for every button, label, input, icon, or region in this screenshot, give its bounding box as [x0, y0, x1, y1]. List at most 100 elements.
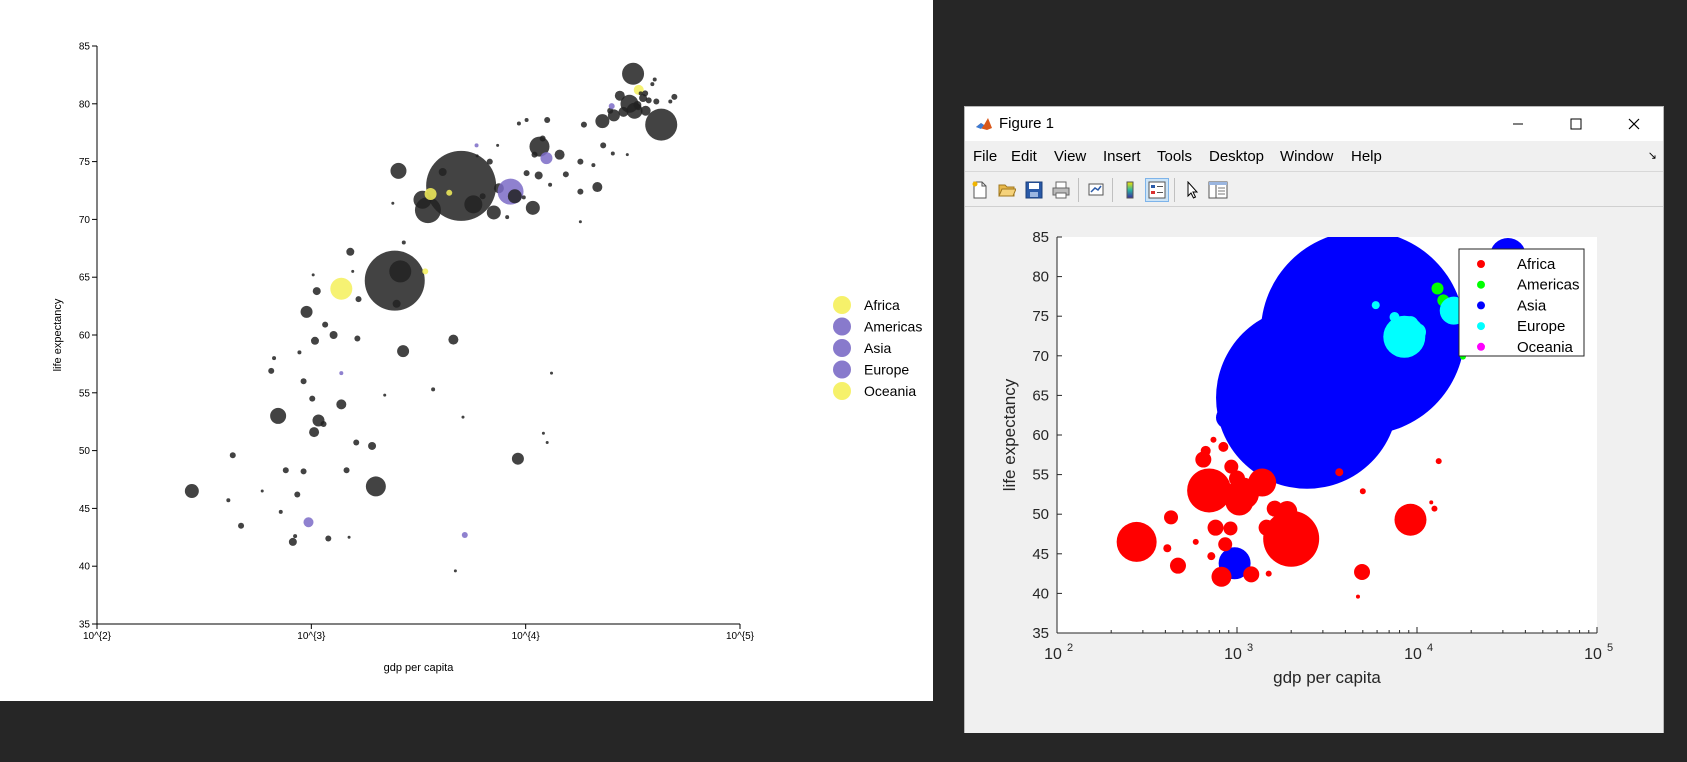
data-point — [389, 260, 412, 283]
insert-colorbar-icon[interactable] — [1118, 178, 1142, 202]
data-point — [351, 269, 355, 273]
data-point — [580, 121, 587, 128]
y-tick-label: 70 — [1032, 348, 1049, 365]
data-point — [343, 467, 350, 474]
title-bar[interactable]: Figure 1 — [965, 107, 1663, 141]
left-scatter-chart: 35 40 45 50 55 60 65 70 75 80 85 10^{2} 10^{3} 10^{4}… — [52, 42, 922, 675]
legend-marker — [1477, 342, 1485, 351]
menu-window[interactable]: Window — [1280, 148, 1334, 165]
data-point — [544, 116, 551, 123]
data-point — [534, 171, 543, 180]
toolbar-separator — [1174, 178, 1175, 202]
x-tick-label: 10 — [1224, 646, 1242, 663]
dock-arrow-icon[interactable]: ↘ — [1647, 150, 1657, 162]
data-point — [1260, 237, 1465, 435]
y-tick-label: 40 — [79, 562, 91, 573]
menu-insert[interactable]: Insert — [1103, 148, 1141, 165]
legend-swatch — [833, 317, 851, 336]
legend-marker — [1477, 322, 1485, 331]
data-point — [347, 535, 351, 539]
data-point — [548, 182, 553, 187]
data-point — [595, 114, 610, 129]
data-point — [668, 99, 673, 104]
data-point — [346, 247, 355, 256]
left-chart-panel: 35 40 45 50 55 60 65 70 75 80 85 10^{2} 10^{3} 10^{4}… — [0, 0, 933, 701]
data-point — [608, 103, 615, 110]
print-icon[interactable] — [1049, 178, 1073, 202]
y-tick-label: 70 — [79, 215, 91, 226]
data-point — [390, 162, 407, 179]
data-point — [355, 296, 362, 303]
data-point — [577, 158, 584, 165]
data-point — [1435, 458, 1442, 465]
minimize-button[interactable] — [1489, 107, 1547, 141]
y-tick-label: 75 — [1032, 308, 1049, 325]
x-tick-exponent: 2 — [1067, 642, 1073, 654]
data-point — [554, 149, 565, 160]
data-point — [268, 367, 275, 374]
menu-desktop[interactable]: Desktop — [1209, 148, 1265, 165]
data-point — [625, 153, 629, 157]
menu-view[interactable]: View — [1054, 148, 1087, 165]
data-point — [1211, 566, 1232, 587]
y-tick-label: 85 — [79, 42, 91, 53]
y-tick-label: 45 — [79, 504, 91, 515]
data-point — [521, 195, 526, 200]
data-point — [392, 299, 401, 308]
data-point — [309, 395, 316, 402]
data-point — [303, 517, 314, 528]
save-icon[interactable] — [1022, 178, 1046, 202]
menu-tools[interactable]: Tools — [1157, 148, 1193, 165]
close-button[interactable] — [1605, 107, 1663, 141]
x-tick-label: 10 — [1404, 646, 1422, 663]
data-point — [272, 356, 277, 361]
legend-label: Oceania — [864, 383, 916, 399]
data-point — [523, 170, 530, 177]
close-icon — [1628, 118, 1640, 130]
new-figure-icon[interactable] — [968, 178, 992, 202]
data-point — [1431, 505, 1438, 512]
data-point — [578, 220, 582, 224]
data-point — [300, 468, 307, 475]
data-point — [383, 393, 387, 397]
legend-swatch — [833, 382, 851, 400]
menu-file[interactable]: File — [973, 148, 998, 165]
y-tick-label: 35 — [1032, 625, 1049, 642]
figure-plot-area: 35 40 45 50 55 60 65 70 75 80 85 10 2 10 3 10 4 10 5 gdp pe… — [965, 207, 1663, 733]
data-point — [1187, 468, 1232, 513]
data-point — [339, 371, 344, 376]
menu-edit[interactable]: Edit — [1011, 148, 1037, 165]
data-point — [1355, 594, 1360, 599]
matlab-icon — [976, 118, 992, 130]
legend-label: Europe — [1517, 318, 1565, 335]
data-point — [1210, 436, 1217, 443]
data-point — [278, 509, 283, 514]
legend-swatch — [833, 360, 851, 379]
property-inspector-icon[interactable] — [1206, 178, 1230, 202]
data-point — [474, 143, 479, 148]
y-tick-label: 80 — [79, 99, 91, 110]
y-tick-label: 85 — [1032, 229, 1049, 246]
toolbar-separator — [1078, 178, 1079, 202]
data-point — [184, 484, 199, 499]
menu-help[interactable]: Help — [1351, 148, 1382, 165]
data-point — [293, 534, 298, 539]
y-axis-title: life expectancy — [52, 298, 64, 371]
edit-plot-icon[interactable] — [1180, 178, 1204, 202]
legend-swatch — [833, 339, 851, 357]
data-point — [650, 82, 655, 87]
data-point — [592, 182, 603, 193]
insert-legend-icon[interactable] — [1145, 178, 1169, 202]
data-point — [354, 335, 361, 342]
data-point — [645, 108, 678, 141]
link-plot-icon[interactable] — [1084, 178, 1108, 202]
x-tick-exponent: 5 — [1607, 642, 1613, 654]
data-point — [310, 336, 319, 345]
data-point — [401, 240, 406, 245]
maximize-button[interactable] — [1547, 107, 1605, 141]
open-file-icon[interactable] — [995, 178, 1019, 202]
data-point — [516, 121, 521, 126]
data-point — [1218, 441, 1229, 452]
data-point — [397, 345, 410, 358]
toolbar — [965, 171, 1663, 207]
